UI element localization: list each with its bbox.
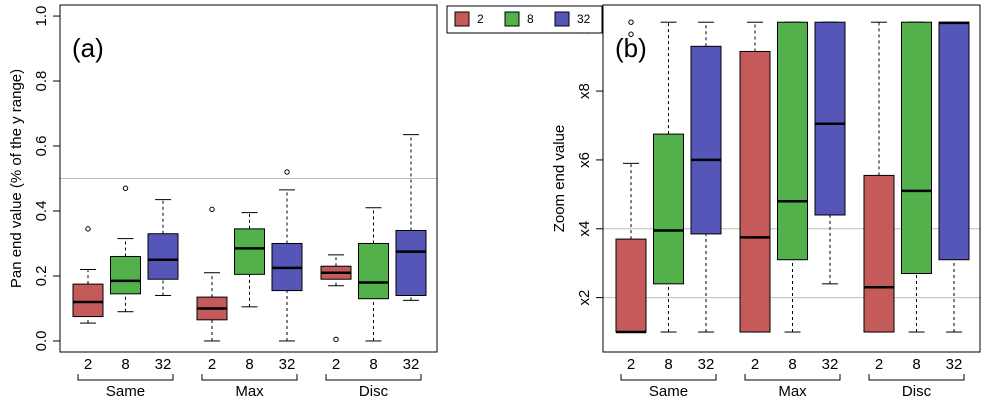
x-tick-label: 2 [84, 356, 92, 373]
y-tick-label: 0.2 [33, 266, 50, 287]
x-tick-label: 2 [208, 356, 216, 373]
box [938, 21, 970, 261]
y-axis-title: Pan end value (% of the y range) [8, 69, 25, 288]
y-tick-label: 0.4 [33, 201, 50, 222]
y-axis-title: Zoom end value [551, 125, 568, 233]
box [901, 21, 932, 275]
plot-frame [602, 4, 981, 353]
y-tick-label: x8 [576, 83, 593, 99]
x-tick-label: 32 [822, 356, 839, 373]
box [777, 21, 808, 261]
box [690, 45, 722, 235]
y-tick-label: 0.8 [33, 71, 50, 92]
x-tick-label: 8 [912, 356, 920, 373]
x-tick-label: 2 [751, 356, 759, 373]
x-tick-label: 8 [121, 356, 129, 373]
outlier [284, 169, 290, 175]
box [739, 50, 771, 333]
box [72, 283, 104, 318]
box [147, 233, 179, 280]
group-bracket [620, 374, 717, 381]
x-tick-label: 8 [664, 356, 672, 373]
group-label: Same [649, 383, 688, 400]
group-label: Same [106, 383, 145, 400]
legend-label: 2 [477, 12, 484, 26]
legend-frame [446, 5, 603, 34]
x-tick-label: 8 [245, 356, 253, 373]
x-tick-label: 8 [788, 356, 796, 373]
group-bracket [868, 374, 965, 381]
x-tick-label: 2 [332, 356, 340, 373]
box [395, 229, 427, 296]
panel-label: (b) [615, 33, 647, 63]
legend-label: 32 [577, 12, 591, 26]
x-tick-label: 32 [403, 356, 420, 373]
legend-label: 8 [527, 12, 534, 26]
outlier [333, 336, 339, 343]
box [653, 133, 684, 285]
box [814, 21, 846, 216]
group-bracket [77, 374, 174, 381]
group-bracket [744, 374, 841, 381]
outlier [628, 31, 634, 37]
box [863, 174, 895, 333]
group-label: Disc [359, 383, 389, 400]
outlier [85, 226, 91, 232]
x-tick-label: 8 [369, 356, 377, 373]
group-label: Max [778, 383, 807, 400]
box [358, 242, 389, 300]
group-bracket [325, 374, 422, 381]
y-tick-label: 0.6 [33, 136, 50, 157]
outlier [122, 185, 129, 191]
group-label: Max [235, 383, 264, 400]
y-tick-label: 1.0 [33, 6, 50, 27]
legend-swatch [504, 11, 520, 27]
y-tick-label: 0.0 [33, 331, 50, 352]
box [234, 228, 265, 275]
panel-label: (a) [72, 33, 104, 63]
outlier [628, 19, 634, 25]
plot-frame [59, 4, 438, 353]
x-tick-label: 32 [155, 356, 172, 373]
legend-swatch [454, 11, 470, 27]
box [615, 238, 647, 333]
outlier [209, 206, 215, 213]
box [110, 255, 141, 295]
x-tick-label: 32 [698, 356, 715, 373]
group-label: Disc [902, 383, 932, 400]
x-tick-label: 32 [946, 356, 963, 373]
group-bracket [201, 374, 298, 381]
y-tick-label: x6 [576, 152, 593, 168]
legend-swatch [554, 11, 570, 27]
y-tick-label: x4 [576, 221, 593, 237]
y-tick-label: x2 [576, 290, 593, 306]
x-tick-label: 2 [627, 356, 635, 373]
x-tick-label: 32 [279, 356, 296, 373]
x-tick-label: 2 [875, 356, 883, 373]
